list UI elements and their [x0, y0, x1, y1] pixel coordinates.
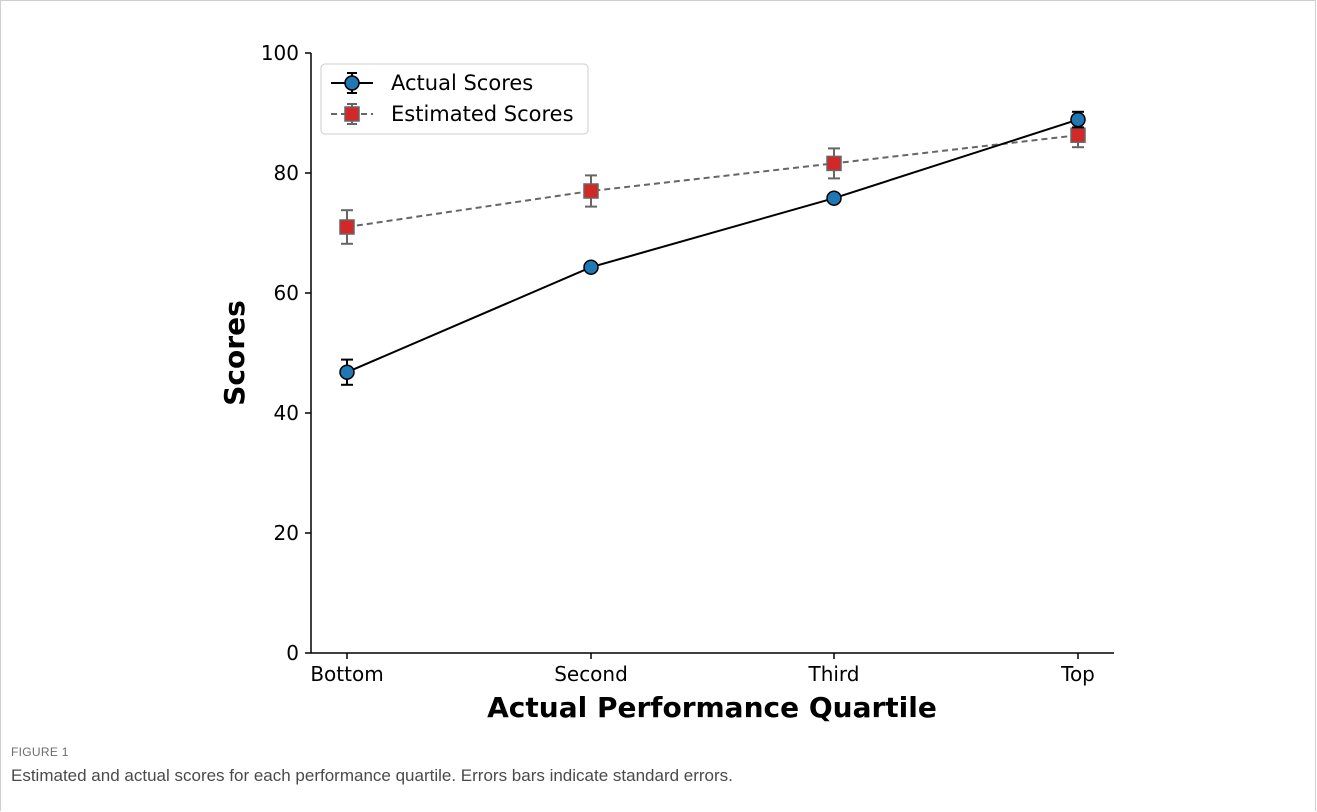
legend-label: Estimated Scores	[391, 102, 574, 126]
x-tick-label: Second	[554, 662, 628, 686]
x-tick-label: Bottom	[310, 662, 383, 686]
figure-label: FIGURE 1	[11, 745, 1301, 759]
y-tick-label: 0	[286, 641, 299, 665]
legend-label: Actual Scores	[391, 71, 533, 95]
series-line	[347, 135, 1078, 227]
series-line	[347, 120, 1078, 373]
y-tick-label: 80	[274, 161, 299, 185]
data-point	[584, 260, 598, 274]
data-point	[340, 365, 354, 379]
series-estimated	[340, 123, 1085, 244]
data-point	[827, 191, 841, 205]
data-point	[340, 220, 354, 234]
x-ticks: Bottom Second Third Top	[310, 653, 1095, 686]
data-point	[584, 184, 598, 198]
legend: Actual Scores Estimated Scores	[321, 64, 588, 134]
x-tick-label: Top	[1060, 662, 1095, 686]
legend-marker	[345, 107, 359, 121]
y-axis-title: Scores	[218, 300, 251, 405]
data-point	[827, 156, 841, 170]
y-tick-label: 40	[274, 401, 299, 425]
x-tick-label: Third	[807, 662, 859, 686]
y-ticks: 0 20 40 60 80 100	[261, 41, 311, 665]
figure-caption: FIGURE 1 Estimated and actual scores for…	[11, 745, 1301, 786]
x-axis-title: Actual Performance Quartile	[487, 691, 937, 724]
y-tick-label: 20	[274, 521, 299, 545]
data-point	[1071, 113, 1085, 127]
y-tick-label: 60	[274, 281, 299, 305]
axes	[311, 53, 1114, 653]
data-point	[1071, 128, 1085, 142]
caption-text: Estimated and actual scores for each per…	[11, 766, 1301, 786]
chart: 0 20 40 60 80 100 Bottom Second Third Top Actual…	[1, 1, 1317, 736]
legend-marker	[345, 76, 359, 90]
series-actual	[340, 112, 1085, 385]
y-tick-label: 100	[261, 41, 299, 65]
series-layer	[340, 112, 1085, 385]
